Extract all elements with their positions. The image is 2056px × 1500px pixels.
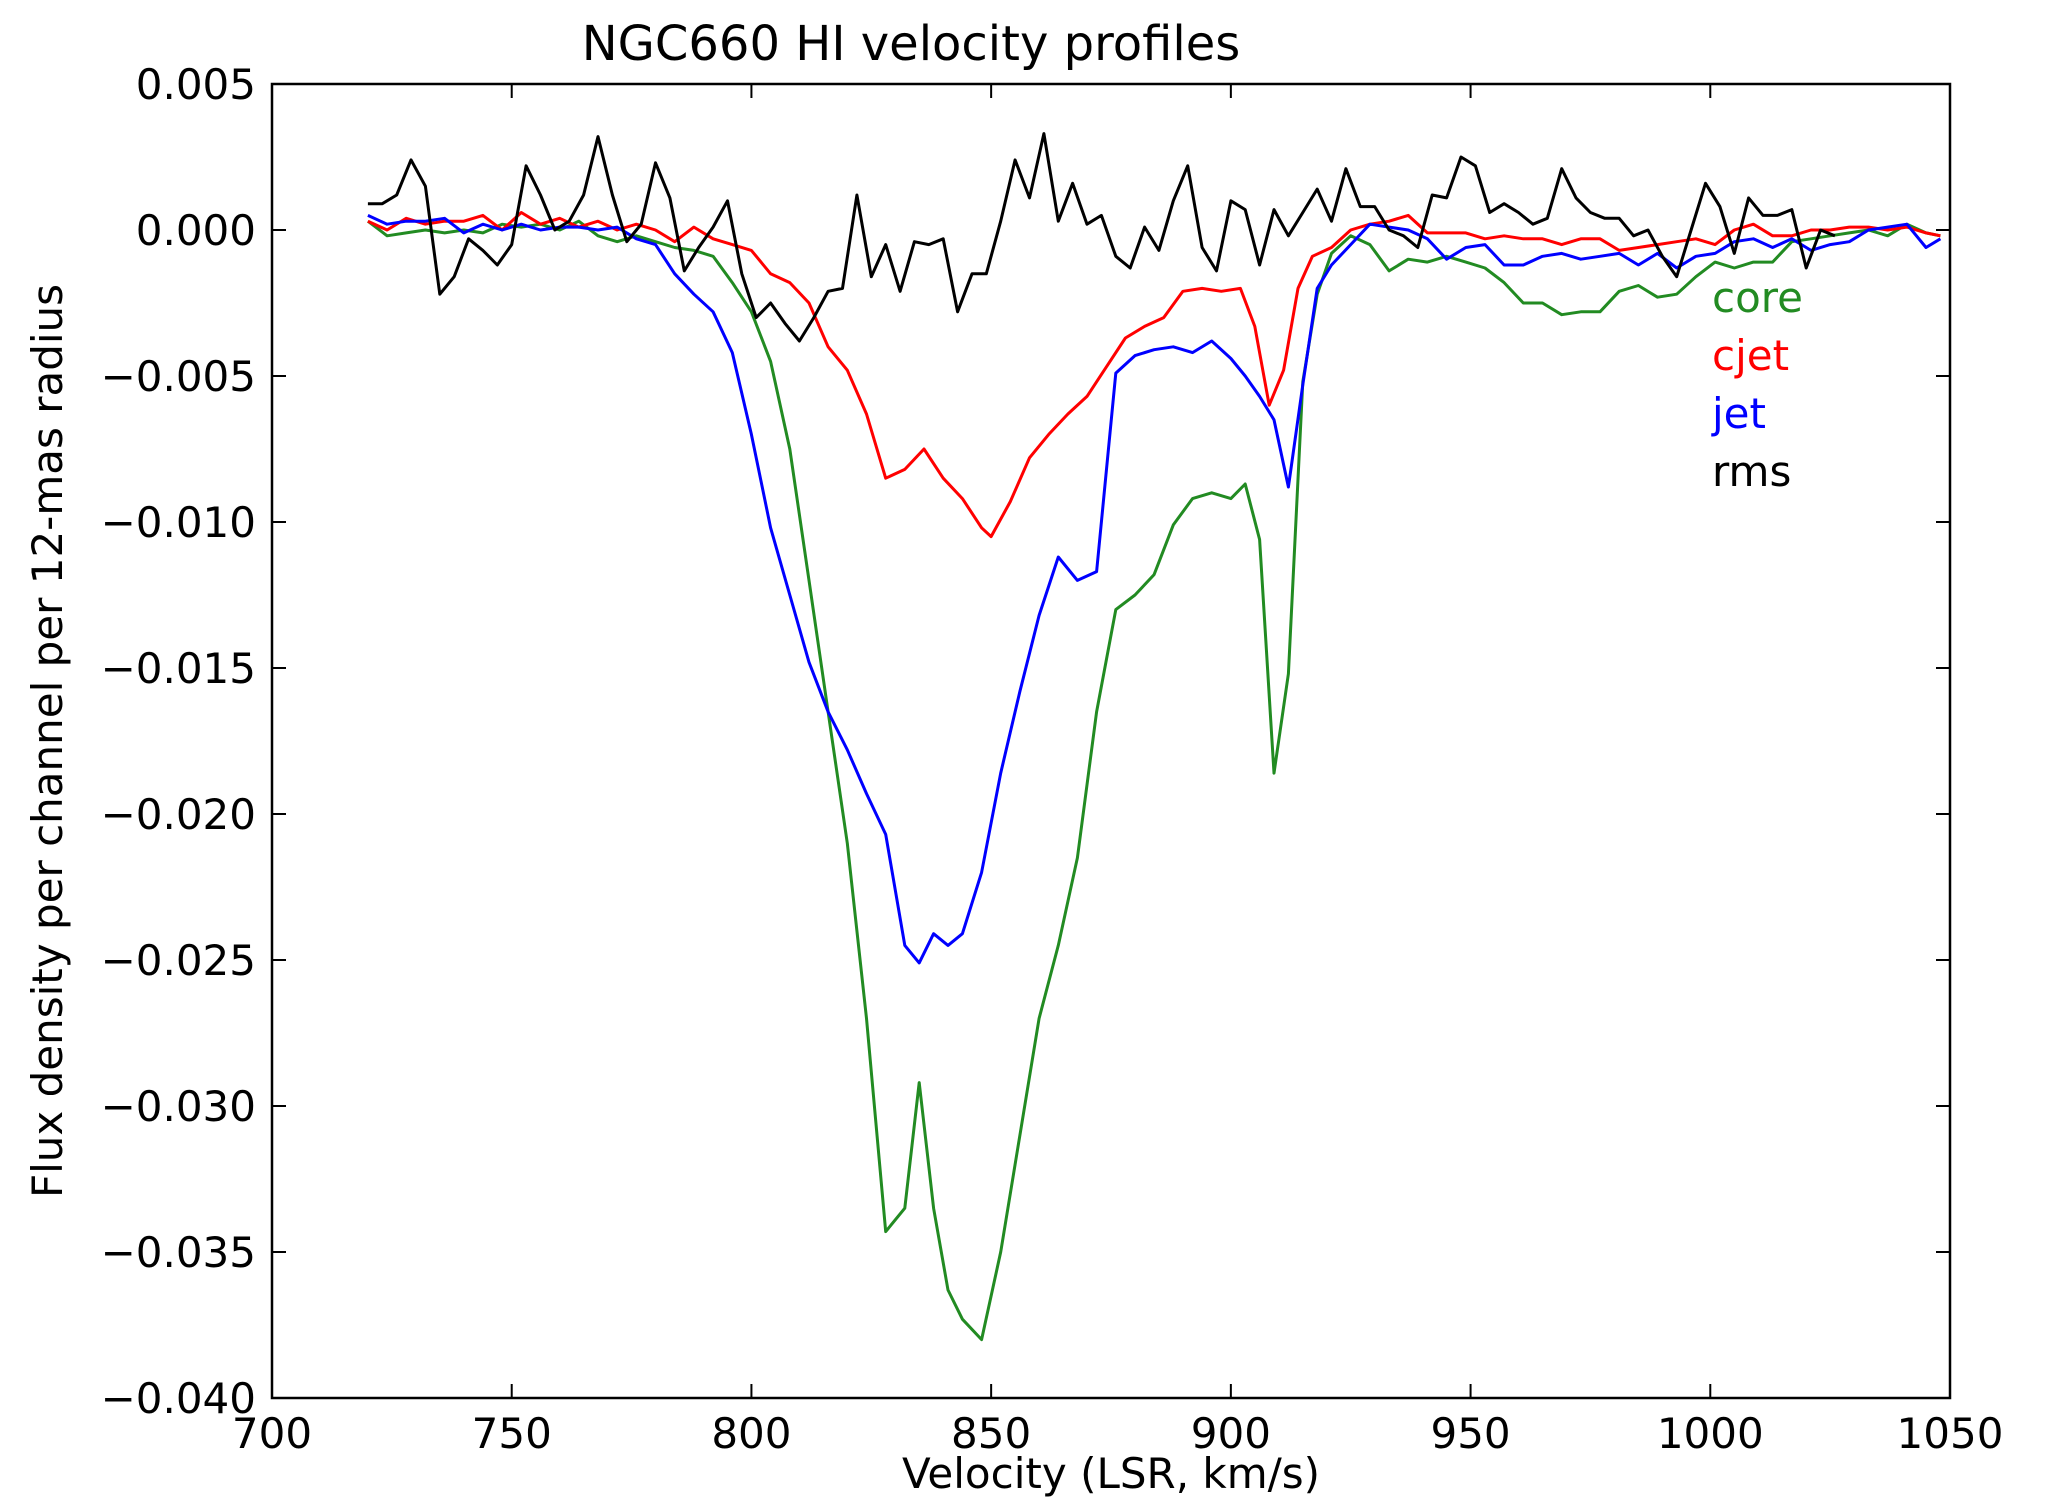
y-tick-label: −0.030 bbox=[101, 1082, 256, 1131]
y-tick-label: −0.005 bbox=[101, 352, 256, 401]
legend-label-core: core bbox=[1712, 273, 1803, 322]
x-tick-label: 1000 bbox=[1657, 1409, 1764, 1458]
y-tick-label: 0.005 bbox=[136, 60, 256, 109]
y-axis-label: Flux density per channel per 12-mas radi… bbox=[23, 284, 72, 1198]
plot-frame bbox=[270, 82, 1952, 1400]
x-tick-label: 1050 bbox=[1897, 1409, 2004, 1458]
x-tick-label: 700 bbox=[232, 1409, 312, 1458]
plot-area bbox=[270, 82, 1952, 1400]
legend-label-jet: jet bbox=[1711, 389, 1766, 438]
legend-label-cjet: cjet bbox=[1712, 331, 1789, 380]
y-tick-label: −0.010 bbox=[101, 498, 256, 547]
y-tick-label: −0.040 bbox=[101, 1374, 256, 1423]
chart-title: NGC660 HI velocity profiles bbox=[582, 16, 1240, 72]
series-line-rms bbox=[367, 132, 1836, 343]
x-axis-label: Velocity (LSR, km/s) bbox=[902, 1449, 1320, 1498]
legend: core cjet jet rms bbox=[1711, 273, 1803, 496]
series-line-jet bbox=[367, 214, 1942, 965]
x-tick-labels: 700 750 800 850 900 950 1000 1050 bbox=[232, 1409, 2004, 1458]
y-tick-label: −0.015 bbox=[101, 644, 256, 693]
series-layer bbox=[366, 132, 1942, 1342]
series-line-cjet bbox=[367, 211, 1941, 539]
y-tick-label: 0.000 bbox=[136, 206, 256, 255]
x-tick-label: 800 bbox=[711, 1409, 791, 1458]
legend-label-rms: rms bbox=[1712, 447, 1791, 496]
y-tick-label: −0.020 bbox=[101, 790, 256, 839]
x-tick-label: 950 bbox=[1430, 1409, 1510, 1458]
ticks-layer bbox=[271, 83, 1951, 1399]
y-tick-label: −0.035 bbox=[101, 1228, 256, 1277]
series-line-core bbox=[366, 219, 1941, 1342]
x-tick-label: 750 bbox=[472, 1409, 552, 1458]
y-tick-labels: 0.005 0.000 −0.005 −0.010 −0.015 −0.020 −0.025… bbox=[101, 60, 256, 1423]
x-tick-label: 850 bbox=[951, 1409, 1031, 1458]
y-tick-label: −0.025 bbox=[101, 936, 256, 985]
x-tick-label: 900 bbox=[1191, 1409, 1271, 1458]
